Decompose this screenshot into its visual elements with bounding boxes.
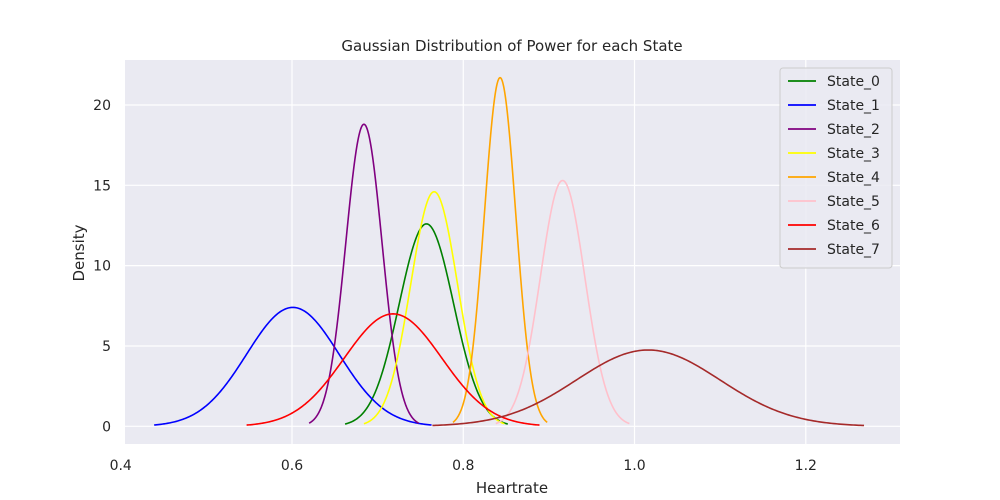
grid	[120, 60, 900, 444]
series-line-state-7	[432, 349, 865, 427]
y-tick-label: 15	[93, 178, 111, 194]
y-tick-label: 5	[102, 339, 111, 355]
series-line-state-6	[246, 313, 540, 426]
legend-label: State_0	[827, 74, 880, 90]
legend-label: State_1	[827, 98, 880, 114]
x-axis-label: Heartrate	[476, 479, 548, 497]
x-tick-label: 1.0	[623, 458, 645, 474]
y-tick-label: 0	[102, 419, 111, 435]
y-tick-label: 20	[93, 98, 111, 114]
y-tick-labels: 0 5 10 15 20	[93, 98, 111, 435]
series-line-state-1	[154, 306, 432, 426]
y-tick-label: 10	[93, 259, 111, 275]
series-line-state-3	[363, 190, 505, 425]
x-tick-label: 1.2	[795, 458, 817, 474]
legend-label: State_7	[827, 242, 880, 258]
series-line-state-2	[308, 123, 420, 424]
y-axis-label: Density	[70, 224, 88, 281]
series-line-state-4	[452, 76, 548, 423]
x-tick-label: 0.4	[110, 458, 132, 474]
x-tick-label: 0.6	[281, 458, 303, 474]
legend-label: State_6	[827, 218, 880, 234]
legend-box	[779, 67, 893, 269]
series-lines	[154, 76, 865, 427]
legend-label: State_3	[827, 146, 880, 162]
plot-background	[125, 60, 900, 444]
legend-label: State_5	[827, 194, 880, 210]
legend-label: State_4	[827, 170, 880, 186]
x-tick-label: 0.8	[452, 458, 474, 474]
series-line-state-5	[495, 179, 630, 425]
chart-title: Gaussian Distribution of Power for each …	[341, 37, 682, 55]
legend: State_0 State_1 State_2 State_3 State_4 State…	[779, 67, 893, 269]
legend-label: State_2	[827, 122, 880, 138]
x-tick-labels: 0.4 0.6 0.8 1.0 1.2	[110, 458, 817, 474]
